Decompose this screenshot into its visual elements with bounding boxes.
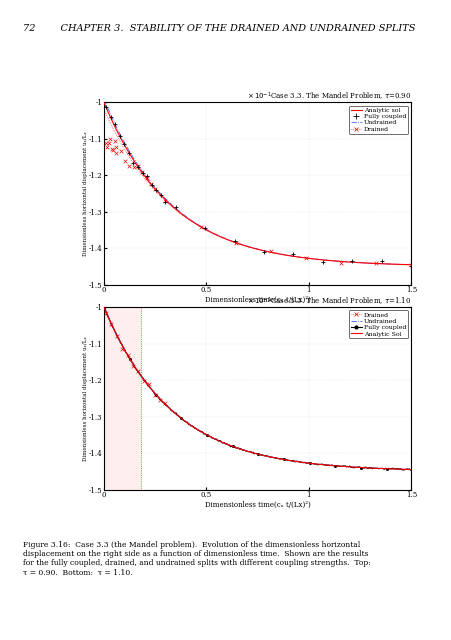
Point: [156, 395, 163, 405]
Point: [148, 180, 155, 190]
Point: [302, 253, 309, 263]
Point: [116, 131, 123, 141]
Point: [107, 112, 114, 122]
Text: $\times\,10^{-1}$Case 3.3. The Mandel Problem, $\tau$=1.10: $\times\,10^{-1}$Case 3.3. The Mandel Pr…: [246, 295, 410, 307]
Point: [260, 247, 267, 257]
Point: [125, 148, 132, 158]
Point: [111, 119, 119, 129]
Point: [102, 138, 110, 148]
Point: [112, 141, 120, 152]
Point: [407, 261, 414, 271]
Point: [147, 179, 154, 189]
Point: [201, 223, 208, 233]
Point: [377, 255, 385, 266]
Point: [134, 366, 142, 376]
Point: [112, 148, 120, 159]
Legend: Analytic sol, Fully coupled, Undrained, Drained: Analytic sol, Fully coupled, Undrained, …: [348, 106, 407, 134]
Point: [121, 156, 128, 166]
Point: [319, 257, 326, 267]
Point: [118, 344, 125, 354]
Point: [161, 196, 169, 207]
Legend: Drained, Undrained, Fully coupled, Analytic Sol: Drained, Undrained, Fully coupled, Analy…: [348, 310, 407, 339]
Point: [110, 145, 117, 155]
Point: [151, 184, 158, 195]
Point: [161, 398, 169, 408]
Point: [129, 157, 137, 168]
Point: [134, 162, 141, 172]
Point: [134, 161, 141, 172]
Point: [106, 134, 114, 144]
X-axis label: Dimensionless time(cₓ t/(Lx)²): Dimensionless time(cₓ t/(Lx)²): [204, 500, 310, 508]
Point: [108, 144, 115, 154]
Point: [138, 168, 146, 179]
Point: [113, 331, 120, 341]
Point: [143, 173, 150, 184]
Point: [152, 185, 160, 195]
Point: [348, 256, 355, 266]
Point: [151, 390, 158, 400]
Point: [143, 171, 151, 181]
Point: [117, 147, 124, 157]
FancyBboxPatch shape: [104, 307, 141, 490]
Y-axis label: Dimensionless horizontal displacement uₓ/Lₓ: Dimensionless horizontal displacement uₓ…: [83, 336, 87, 461]
Point: [124, 350, 131, 360]
Point: [197, 222, 204, 232]
Point: [407, 260, 414, 270]
Point: [337, 259, 344, 269]
Point: [157, 190, 164, 200]
Point: [161, 196, 169, 207]
Point: [230, 236, 238, 246]
Point: [372, 258, 379, 268]
X-axis label: Dimensionless time(cₓ t/(Lx)²): Dimensionless time(cₓ t/(Lx)²): [204, 296, 310, 303]
Point: [104, 142, 111, 152]
Point: [102, 308, 110, 318]
Point: [129, 361, 136, 371]
Point: [120, 139, 128, 149]
Point: [140, 376, 147, 387]
Point: [231, 238, 239, 248]
Point: [105, 138, 112, 148]
Point: [289, 249, 296, 259]
Point: [267, 246, 274, 256]
Point: [102, 102, 110, 113]
Point: [138, 167, 146, 177]
Y-axis label: Dimensionless horizontal displacement uₓ/Lₓ: Dimensionless horizontal displacement uₓ…: [83, 131, 87, 256]
Point: [172, 202, 179, 212]
Text: Figure 3.16:  Case 3.3 (the Mandel problem).  Evolution of the dimensionless hor: Figure 3.16: Case 3.3 (the Mandel proble…: [23, 541, 370, 577]
Point: [107, 319, 115, 329]
Point: [125, 161, 133, 171]
Text: $\times\,10^{-1}$Case 3.3. The Mandel Problem, $\tau$=0.90: $\times\,10^{-1}$Case 3.3. The Mandel Pr…: [246, 90, 410, 102]
Point: [111, 136, 118, 146]
Text: 72        CHAPTER 3.  STABILITY OF THE DRAINED AND UNDRAINED SPLITS: 72 CHAPTER 3. STABILITY OF THE DRAINED A…: [23, 24, 414, 33]
Point: [129, 161, 137, 172]
Point: [145, 379, 152, 389]
